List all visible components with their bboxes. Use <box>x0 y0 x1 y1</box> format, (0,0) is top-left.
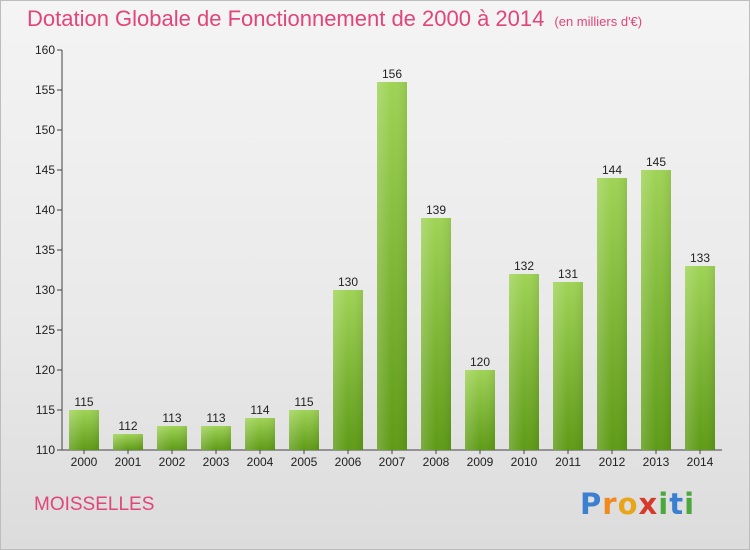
bar-shine <box>69 410 99 450</box>
x-tick-label: 2014 <box>687 455 714 469</box>
x-tick-label: 2010 <box>511 455 538 469</box>
bar-value-label: 145 <box>646 155 666 169</box>
bar-value-label: 130 <box>338 275 358 289</box>
bar-value-label: 115 <box>74 395 93 409</box>
bar-value-label: 113 <box>206 411 225 425</box>
x-tick-label: 2000 <box>71 455 98 469</box>
logo-letter: i <box>684 487 696 521</box>
x-tick-label: 2002 <box>159 455 186 469</box>
bar-shine <box>641 170 671 450</box>
proxiti-logo: Proxiti <box>580 487 695 521</box>
y-tick-label: 155 <box>35 83 55 97</box>
value-labels: 115 112 113 113 114 115 130 156 139 120 132 131 144 1… <box>74 67 710 433</box>
bar-shine <box>201 426 231 450</box>
y-tick-label: 135 <box>35 243 55 257</box>
y-tick-label: 125 <box>35 323 55 337</box>
chart-title-text: Dotation Globale de Fonctionnement de 20… <box>27 6 545 31</box>
logo-letter: P <box>580 487 603 521</box>
bar-shine <box>685 266 715 450</box>
logo-letter: o <box>617 487 639 521</box>
bar-shine <box>289 410 319 450</box>
logo-letter: i <box>658 487 670 521</box>
y-tick-label: 160 <box>35 43 55 57</box>
x-tick-label: 2004 <box>247 455 274 469</box>
y-tick-label: 115 <box>36 403 55 417</box>
x-tick-label: 2009 <box>467 455 494 469</box>
x-tick-label: 2005 <box>291 455 318 469</box>
bar-value-label: 112 <box>118 419 137 433</box>
chart-unit: (en milliers d'€) <box>554 14 643 29</box>
chart-title: Dotation Globale de Fonctionnement de 20… <box>27 6 642 32</box>
y-tick-label: 110 <box>36 443 55 457</box>
bar-value-label: 144 <box>602 163 622 177</box>
commune-name: MOISSELLES <box>34 494 155 515</box>
bar-shine <box>113 434 143 450</box>
x-tick-label: 2008 <box>423 455 450 469</box>
logo-letter: r <box>602 487 618 521</box>
bar-shine <box>553 282 583 450</box>
bar-value-label: 113 <box>162 411 181 425</box>
bar-shine <box>509 274 539 450</box>
x-tick-label: 2012 <box>599 455 626 469</box>
bar-shine <box>597 178 627 450</box>
bar-shine <box>377 82 407 450</box>
bar-shine <box>421 218 451 450</box>
x-tick-label: 2006 <box>335 455 362 469</box>
bar-shine <box>333 290 363 450</box>
x-tick-label: 2003 <box>203 455 230 469</box>
bar-value-label: 115 <box>294 395 313 409</box>
bar-value-label: 120 <box>470 355 490 369</box>
bar-shine <box>465 370 495 450</box>
logo-letter: t <box>669 487 685 521</box>
bar-value-label: 132 <box>514 259 534 273</box>
bar-shine <box>245 418 275 450</box>
bar-value-label: 156 <box>382 67 402 81</box>
x-tick-label: 2011 <box>555 455 581 469</box>
bar-value-label: 131 <box>558 267 578 281</box>
y-tick-label: 140 <box>35 203 55 217</box>
x-tick-label: 2007 <box>379 455 406 469</box>
bar-shine <box>157 426 187 450</box>
x-tick-label: 2013 <box>643 455 670 469</box>
bars <box>69 82 715 450</box>
y-tick-label: 150 <box>35 123 55 137</box>
bar-value-label: 139 <box>426 203 446 217</box>
y-tick-label: 145 <box>35 163 55 177</box>
bar-value-label: 114 <box>250 403 269 417</box>
logo-letter: x <box>638 487 659 521</box>
x-tick-label: 2001 <box>115 455 142 469</box>
y-tick-label: 130 <box>35 283 55 297</box>
bar-value-label: 133 <box>690 251 710 265</box>
y-tick-label: 120 <box>35 363 55 377</box>
